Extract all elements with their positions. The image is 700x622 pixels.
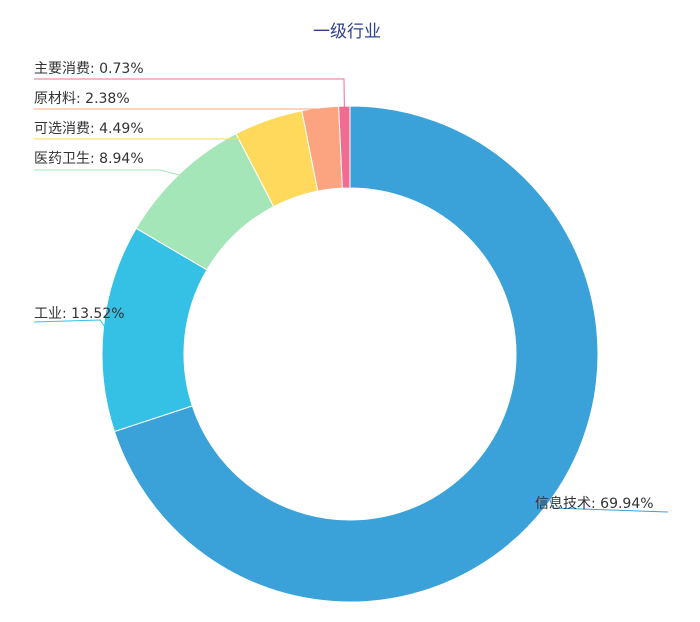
slice-label-2: 工业: 13.52%: [34, 306, 125, 322]
chart-title: 一级行业: [313, 22, 381, 42]
leader-line-group: [33, 78, 669, 513]
leader-line-6: [34, 78, 345, 109]
donut-slice-6[interactable]: [338, 105, 351, 189]
slice-label-6: 主要消费: 0.73%: [34, 61, 144, 77]
leader-line-2: [33, 319, 106, 329]
donut-slice-1[interactable]: [113, 105, 599, 603]
leader-line-1: [548, 498, 669, 513]
slice-label-1: 信息技术: 69.94%: [535, 495, 654, 512]
label-group: 信息技术: 69.94% 工业: 13.52% 医药卫生: 8.94% 可选消费: 4…: [34, 61, 654, 512]
slice-group: [101, 105, 599, 603]
leader-line-5: [34, 108, 321, 111]
slice-label-4: 可选消费: 4.49%: [34, 121, 144, 137]
leader-line-4: [34, 121, 270, 140]
leader-line-3: [34, 169, 181, 176]
slice-label-5: 原材料: 2.38%: [34, 91, 130, 107]
slice-label-3: 医药卫生: 8.94%: [34, 151, 144, 167]
